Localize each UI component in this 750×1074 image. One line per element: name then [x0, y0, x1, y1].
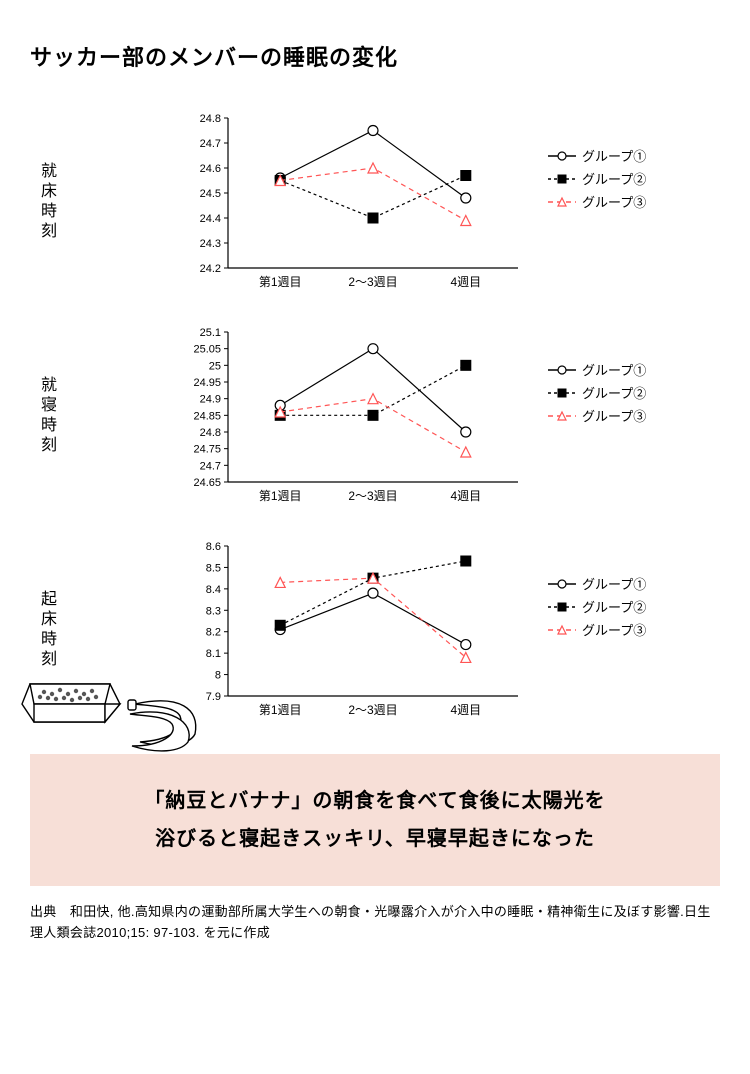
legend-swatch-g1: [548, 576, 576, 592]
xtick-label: 4週目: [450, 703, 481, 717]
charts-container: 就床時刻 24.2 24.3 24.4 24.5 24.6 24.7 24.8 第1週目 2〜3…: [30, 112, 720, 724]
legend-item-g3: グループ③: [548, 620, 646, 639]
chart-block-1: 就寝時刻 24.6524.724.7524.824.8524.924.95252…: [30, 326, 720, 510]
legend-0: グループ① グループ② グループ③: [548, 112, 646, 215]
xtick-label: 4週目: [450, 275, 481, 289]
legend-label-g3: グループ③: [582, 620, 646, 639]
ytick-label: 24.7: [200, 138, 221, 150]
legend-item-g1: グループ①: [548, 146, 646, 165]
legend-label-g1: グループ①: [582, 146, 646, 165]
legend-item-g3: グループ③: [548, 192, 646, 211]
ytick-label: 25.05: [193, 344, 221, 356]
xtick-label: 第1週目: [259, 275, 302, 289]
legend-label-g3: グループ③: [582, 406, 646, 425]
ytick-label: 24.3: [200, 238, 221, 250]
xtick-label: 2〜3週目: [348, 275, 397, 289]
xtick-label: 4週目: [450, 489, 481, 503]
legend-item-g2: グループ②: [548, 383, 646, 402]
legend-swatch-g2: [548, 171, 576, 187]
ytick-label: 24.6: [200, 163, 221, 175]
legend-swatch-g1: [548, 362, 576, 378]
ytick-label: 24.85: [193, 410, 221, 422]
citation-text: 出典 和田快, 他.高知県内の運動部所属大学生への朝食・光曝露介入が介入中の睡眠…: [30, 902, 720, 944]
legend-swatch-g2: [548, 385, 576, 401]
legend-swatch-g3: [548, 622, 576, 638]
ytick-label: 24.7: [200, 460, 221, 472]
xtick-label: 第1週目: [259, 489, 302, 503]
legend-item-g3: グループ③: [548, 406, 646, 425]
chart-block-0: 就床時刻 24.2 24.3 24.4 24.5 24.6 24.7 24.8 第1週目 2〜3…: [30, 112, 720, 296]
legend-swatch-g2: [548, 599, 576, 615]
ytick-label: 24.8: [200, 427, 221, 439]
legend-item-g1: グループ①: [548, 574, 646, 593]
legend-swatch-g1: [548, 148, 576, 164]
xtick-label: 第1週目: [259, 703, 302, 717]
xtick-label: 2〜3週目: [348, 703, 397, 717]
ytick-label: 8.5: [206, 562, 221, 574]
legend-label-g3: グループ③: [582, 192, 646, 211]
legend-label-g2: グループ②: [582, 383, 646, 402]
ytick-label: 24.5: [200, 188, 221, 200]
natto-banana-illustration: [20, 634, 210, 754]
ytick-label: 24.4: [200, 213, 221, 225]
legend-label-g1: グループ①: [582, 360, 646, 379]
legend-swatch-g3: [548, 408, 576, 424]
legend-item-g1: グループ①: [548, 360, 646, 379]
legend-label-g2: グループ②: [582, 169, 646, 188]
callout-box: 「納豆とバナナ」の朝食を食べて食後に太陽光を 浴びると寝起きスッキリ、早寝早起き…: [30, 754, 720, 886]
legend-swatch-g3: [548, 194, 576, 210]
legend-2: グループ① グループ② グループ③: [548, 540, 646, 643]
page-title: サッカー部のメンバーの睡眠の変化: [30, 40, 720, 72]
chart-1: 24.65 24.7 24.75 24.8 24.85 24.9 24.95 25 25.05 2…: [178, 326, 524, 510]
ytick-label: 8.6: [206, 541, 221, 553]
callout-line-1: 「納豆とバナナ」の朝食を食べて食後に太陽光を: [144, 790, 605, 812]
legend-1: グループ① グループ② グループ③: [548, 326, 646, 429]
series-g1: [280, 593, 466, 644]
xtick-label: 2〜3週目: [348, 489, 397, 503]
ytick-label: 24.2: [200, 263, 221, 275]
legend-label-g1: グループ①: [582, 574, 646, 593]
ytick-label: 8: [215, 670, 221, 682]
legend-label-g2: グループ②: [582, 597, 646, 616]
series-g2: [280, 176, 466, 219]
legend-item-g2: グループ②: [548, 169, 646, 188]
callout-text: 「納豆とバナナ」の朝食を食べて食後に太陽光を 浴びると寝起きスッキリ、早寝早起き…: [54, 782, 696, 858]
ytick-label: 8.4: [206, 584, 221, 596]
chart-2: 7.988.18.28.38.48.58.6第1週目2〜3週目4週目: [178, 540, 524, 724]
ytick-label: 24.9: [200, 394, 221, 406]
legend-item-g2: グループ②: [548, 597, 646, 616]
chart-0: 24.2 24.3 24.4 24.5 24.6 24.7 24.8 第1週目 2〜3週目 4週目: [178, 112, 524, 296]
ytick-label: 25.1: [200, 327, 221, 339]
ylabel-0: 就床時刻: [30, 112, 58, 242]
ytick-label: 24.95: [193, 377, 221, 389]
callout-line-2: 浴びると寝起きスッキリ、早寝早起きになった: [155, 828, 595, 850]
ytick-label: 25: [209, 360, 221, 372]
ytick-label: 8.3: [206, 605, 221, 617]
ylabel-1: 就寝時刻: [30, 326, 58, 456]
ytick-label: 24.8: [200, 113, 221, 125]
ytick-label: 24.75: [193, 444, 221, 456]
ytick-label: 24.65: [193, 477, 221, 489]
